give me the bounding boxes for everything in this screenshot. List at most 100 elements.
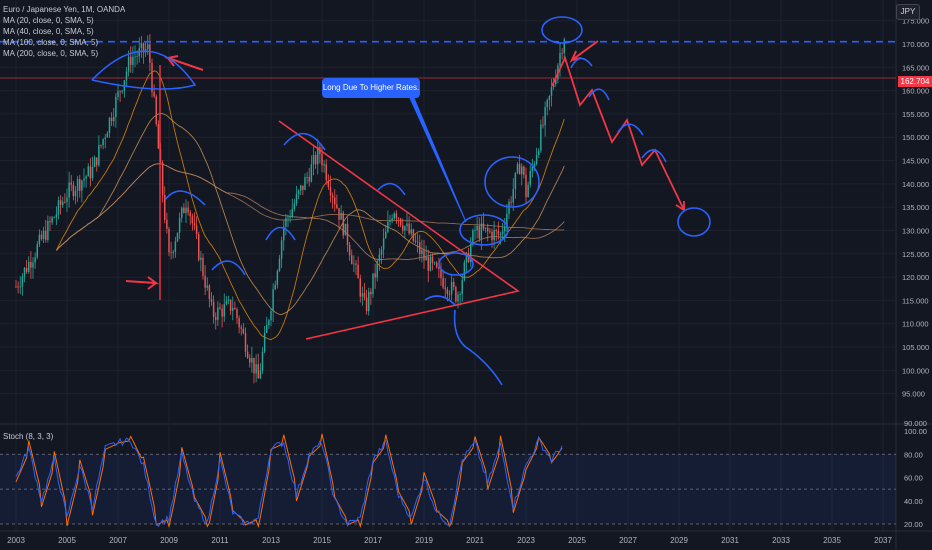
candle-body (51, 217, 53, 223)
candle-body (529, 171, 531, 185)
candle-body (329, 187, 332, 196)
candle-body (440, 268, 442, 279)
candle-body (68, 182, 70, 198)
circle-2023 (484, 156, 540, 208)
candle-body (166, 219, 168, 229)
x-tick-2029: 2029 (670, 536, 688, 545)
candle-body (172, 251, 174, 253)
candle-body (404, 226, 406, 231)
candle-body (353, 263, 355, 265)
candle-body (521, 166, 523, 175)
candle-body (346, 223, 349, 245)
price-tick-170: 170.000 (902, 40, 929, 49)
price-tick-160: 160.000 (902, 87, 929, 96)
candle-body (463, 262, 466, 280)
candle-body (308, 177, 310, 182)
price-tick-115: 115.000 (902, 296, 929, 305)
x-tick-2033: 2033 (772, 536, 790, 545)
candle-body (297, 190, 300, 194)
candle-body (236, 309, 238, 319)
candle-body (542, 124, 544, 126)
candle-body (538, 150, 540, 155)
candle-body (370, 291, 372, 295)
candle-body (387, 222, 389, 232)
legend-ma-200[interactable]: MA (200, close, 0, SMA, 5) (3, 49, 99, 58)
candle-body (168, 228, 170, 253)
candle-body (416, 241, 419, 243)
candle-body (372, 273, 374, 295)
currency-button[interactable]: JPY (896, 4, 920, 20)
candle-body (153, 91, 155, 97)
candle-body (470, 244, 472, 262)
candle-body (25, 267, 28, 272)
candle-body (544, 107, 546, 126)
legend-ma-100[interactable]: MA (100, close, 0, SMA, 5) (3, 38, 99, 47)
stoch-legend[interactable]: Stoch (8, 3, 3) (3, 432, 54, 441)
candle-body (242, 328, 245, 334)
candle-body (501, 231, 504, 234)
projection-arrowhead (675, 201, 685, 211)
price-tick-110: 110.000 (902, 320, 929, 329)
candle-body (512, 189, 514, 203)
candle-body (204, 275, 206, 288)
candle-body (312, 154, 315, 165)
candle-body (30, 261, 32, 268)
candle-body (283, 226, 285, 241)
candle-body (391, 218, 393, 221)
trader-drawings[interactable] (0, 16, 896, 386)
candle-body (19, 286, 21, 288)
arc-2013 (265, 226, 296, 241)
candle-body (433, 262, 436, 264)
candle-body (234, 307, 236, 310)
legend-title: Euro / Japanese Yen, 1M, OANDA (3, 5, 126, 14)
price-tick-130: 130.000 (902, 226, 929, 235)
candle-body (563, 39, 565, 54)
candle-body (351, 255, 353, 265)
candle-body (395, 213, 398, 219)
candle-body (414, 240, 417, 242)
candle-body (157, 124, 160, 149)
candle-body (246, 351, 249, 358)
circle-2022 (459, 214, 509, 246)
candle-body (348, 244, 351, 256)
candle-body (49, 220, 51, 223)
candle-body (217, 307, 219, 320)
candle-body (87, 166, 89, 177)
price-tick-95: 95.000 (902, 390, 925, 399)
candle-body (325, 164, 327, 181)
candle-body (293, 203, 296, 209)
candle-body (34, 257, 36, 263)
candle-body (399, 218, 402, 226)
candle-body (548, 95, 551, 100)
x-tick-2007: 2007 (109, 536, 127, 545)
candle-body (229, 299, 232, 311)
circle-2020 (438, 252, 474, 276)
candle-body (274, 284, 276, 290)
candle-body (261, 351, 264, 371)
candle-body (561, 53, 563, 54)
candle-body (518, 164, 521, 175)
candle-body (323, 164, 325, 166)
candle-body (23, 267, 26, 277)
candle-body (393, 213, 395, 219)
candle-body (523, 166, 525, 175)
axis-labels: 2003 2005 2007 2009 2011 2013 2015 2017 2019 2021… (7, 17, 929, 545)
candle-body (81, 180, 83, 191)
legend-ma-20[interactable]: MA (20, close, 0, SMA, 5) (3, 16, 94, 25)
candle-body (359, 278, 361, 297)
candle-body (104, 137, 106, 140)
candle-body (300, 185, 302, 191)
candle-body (314, 154, 317, 165)
legend-ma-40[interactable]: MA (40, close, 0, SMA, 5) (3, 27, 94, 36)
annotation-callout[interactable]: Long Due To Higher Rates. (322, 78, 420, 98)
candle-body (344, 223, 347, 236)
candle-body (453, 282, 455, 288)
candle-body (174, 241, 177, 252)
triangle-pattern (278, 120, 520, 340)
candle-body (508, 201, 510, 214)
candle-body (302, 185, 304, 190)
candle-body (355, 263, 357, 265)
candle-body (380, 249, 383, 255)
candle-body (438, 267, 440, 269)
